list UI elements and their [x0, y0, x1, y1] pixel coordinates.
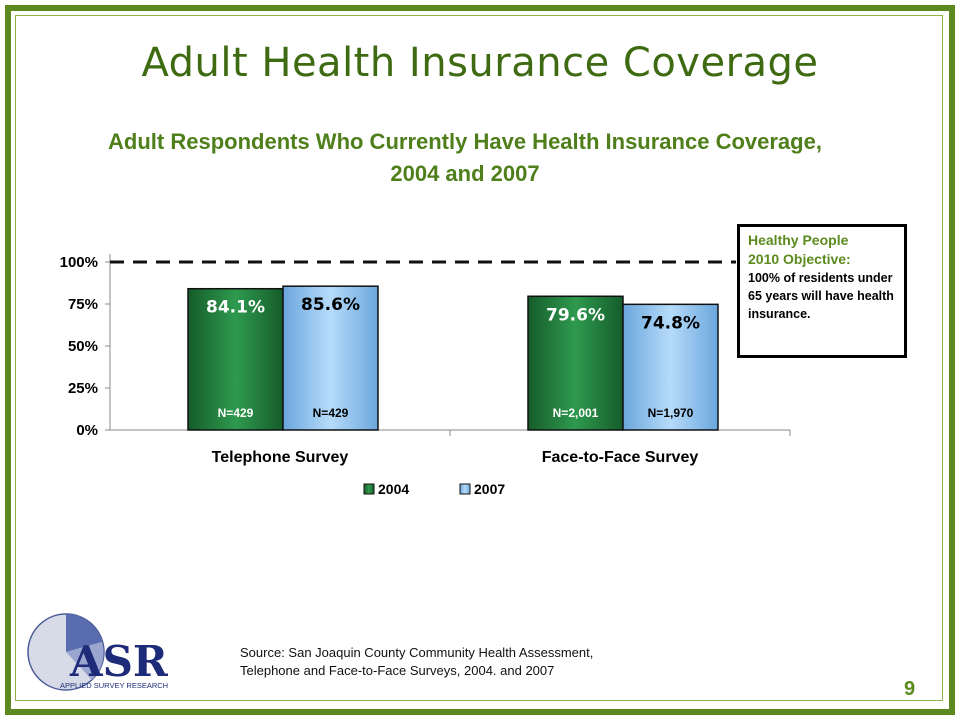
- bar-2004-1: [527, 295, 624, 431]
- logo-segment: [66, 642, 104, 680]
- bar-value-label: 79.6%: [546, 305, 605, 325]
- source-line-2: Telephone and Face-to-Face Surveys, 2004…: [240, 663, 555, 678]
- legend-swatch-2004: [363, 483, 375, 495]
- bar-n-label: N=429: [313, 406, 349, 420]
- objective-box: Healthy People 2010 Objective: 100% of r…: [737, 224, 907, 358]
- y-tick-label: 75%: [68, 296, 98, 313]
- bar-value-label: 84.1%: [206, 298, 265, 318]
- bar-2007-1: [622, 303, 719, 431]
- slide-title: Adult Health Insurance Coverage: [141, 40, 819, 86]
- x-category-label: Telephone Survey: [212, 449, 349, 466]
- slide-inner-frame: [15, 15, 943, 701]
- bar-2007-0: [282, 285, 379, 431]
- legend-label-2004: 2004: [378, 481, 409, 497]
- objective-heading-line1: Healthy People: [748, 232, 849, 248]
- slide-frame: [5, 5, 955, 715]
- logo-letters: ASR: [69, 637, 169, 686]
- objective-body: 100% of residents under 65 years will ha…: [748, 271, 894, 321]
- legend-label-2007: 2007: [474, 481, 505, 497]
- bar-2004-0: [187, 287, 284, 431]
- bar-value-label: 74.8%: [641, 313, 700, 333]
- page-number: 9: [904, 678, 916, 700]
- logo-segment: [66, 614, 102, 652]
- source-line-1: Source: San Joaquin County Community Hea…: [240, 645, 594, 660]
- bar-n-label: N=2,001: [553, 406, 599, 420]
- chart-title: Adult Respondents Who Currently Have Hea…: [108, 129, 822, 186]
- y-tick-label: 25%: [68, 380, 98, 397]
- y-tick-label: 50%: [68, 338, 98, 355]
- legend-swatch-2007: [459, 483, 471, 495]
- x-category-label: Face-to-Face Survey: [542, 449, 699, 466]
- bar-value-label: 85.6%: [301, 295, 360, 315]
- asr-logo: ASR APPLIED SURVEY RESEARCH: [27, 613, 169, 691]
- y-tick-label: 100%: [60, 254, 98, 271]
- source-note: Source: San Joaquin County Community Hea…: [240, 644, 720, 680]
- y-tick-label: 0%: [76, 422, 98, 439]
- objective-heading-line2: 2010 Objective:: [748, 251, 851, 267]
- logo-tagline: APPLIED SURVEY RESEARCH: [60, 681, 168, 690]
- bar-n-label: N=429: [218, 406, 254, 420]
- bar-n-label: N=1,970: [648, 406, 694, 420]
